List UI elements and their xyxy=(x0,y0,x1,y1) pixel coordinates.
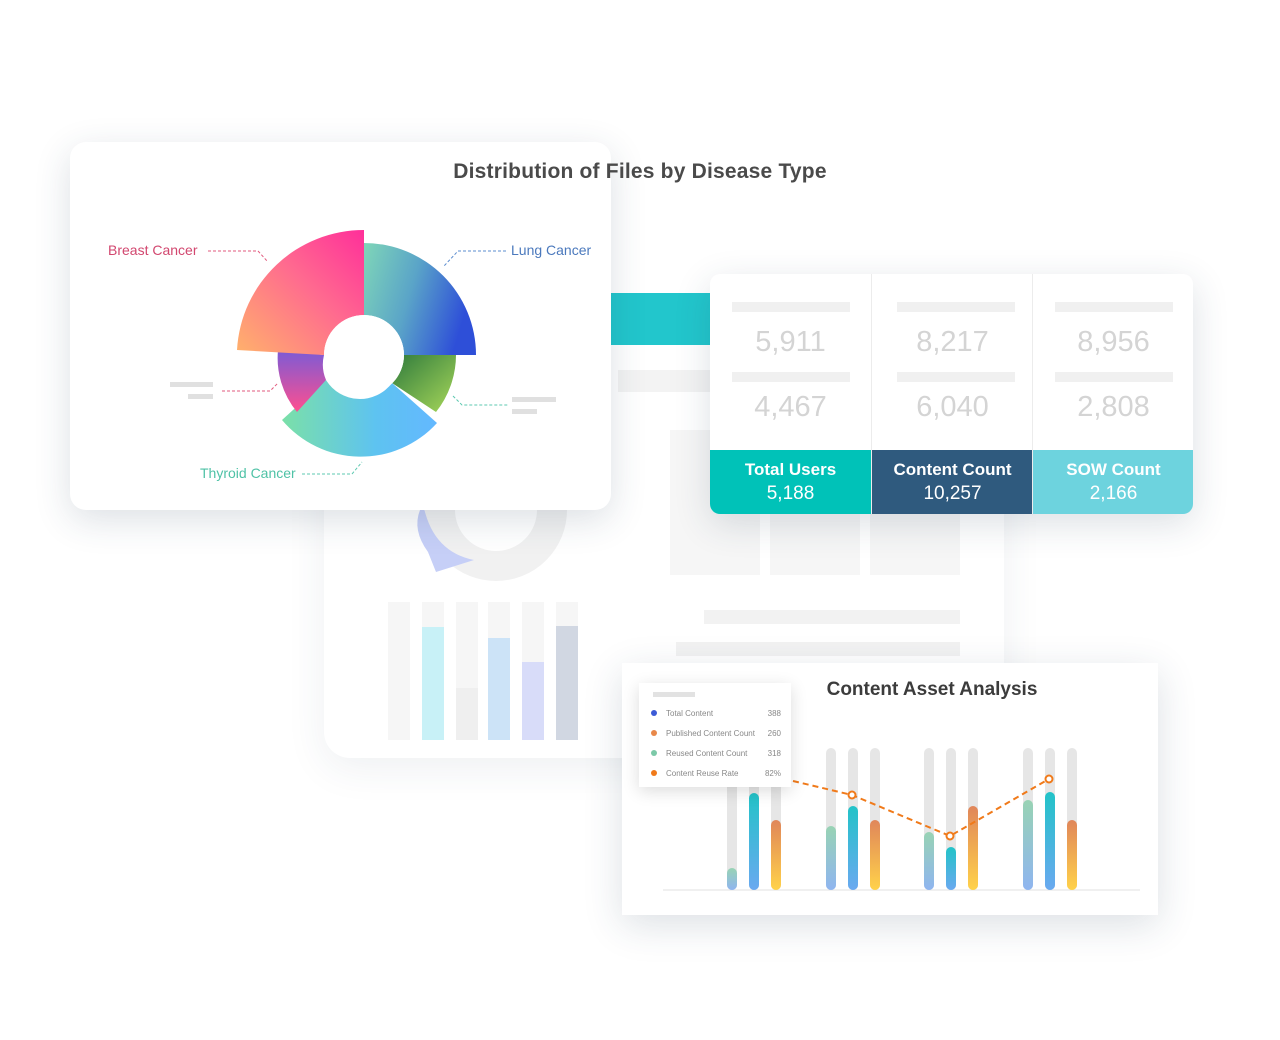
legend-name: Total Content xyxy=(666,709,714,718)
faint-number: 5,911 xyxy=(755,326,826,358)
dot-icon xyxy=(651,710,657,716)
placeholder-bar xyxy=(897,372,1015,382)
placeholder-line xyxy=(676,642,960,656)
green-leader-line xyxy=(452,395,508,406)
stat-footer-total-users: Total Users 5,188 xyxy=(710,450,871,514)
placeholder-bar xyxy=(732,302,850,312)
legend-value: 388 xyxy=(767,709,781,718)
placeholder-bar xyxy=(618,370,710,392)
dot-icon xyxy=(651,770,657,776)
bar-published xyxy=(870,820,880,890)
asset-card-title: Content Asset Analysis xyxy=(826,679,1038,700)
bar-total xyxy=(848,806,858,890)
placeholder-label-line xyxy=(188,394,213,399)
stat-label: Content Count xyxy=(893,460,1012,479)
donut-slice-thyroid xyxy=(282,380,437,457)
placeholder-line xyxy=(704,610,960,624)
legend-name: Reused Content Count xyxy=(666,749,748,758)
legend-name: Published Content Count xyxy=(666,729,755,738)
bar-published xyxy=(771,820,781,890)
reuse-rate-point xyxy=(847,790,857,800)
placeholder-bar xyxy=(522,662,544,740)
stat-footer-content-count: Content Count 10,257 xyxy=(872,450,1033,514)
donut-slice-green xyxy=(392,355,456,412)
placeholder-bar xyxy=(556,626,578,740)
placeholder-arrow xyxy=(417,508,474,572)
bar-reused xyxy=(727,868,737,890)
placeholder-label-line xyxy=(170,382,213,387)
placeholder-bar xyxy=(422,627,444,740)
dot-icon xyxy=(651,750,657,756)
faint-number: 8,956 xyxy=(1077,326,1150,358)
stat-column-total-users: 5,911 4,467 Total Users 5,188 xyxy=(710,274,871,514)
bar-published xyxy=(1067,820,1077,890)
donut-slice-lung xyxy=(364,243,476,355)
bar-reused xyxy=(1023,800,1033,890)
reuse-rate-line xyxy=(792,778,1050,838)
lung-leader-line xyxy=(443,250,506,267)
faint-number: 2,808 xyxy=(1077,391,1150,423)
placeholder-bar xyxy=(732,372,850,382)
stat-footer-sow-count: SOW Count 2,166 xyxy=(1033,450,1193,514)
stat-column-sow-count: 8,956 2,808 SOW Count 2,166 xyxy=(1032,274,1193,514)
legend-value: 260 xyxy=(767,729,781,738)
reuse-rate-point xyxy=(945,831,955,841)
placeholder-bar xyxy=(488,638,510,740)
placeholder-bar xyxy=(1055,372,1173,382)
bar-total xyxy=(749,793,759,890)
placeholder-label-line xyxy=(512,409,537,414)
placeholder-label-line xyxy=(512,397,556,402)
placeholder-bar xyxy=(897,302,1015,312)
legend-item-total-content: Total Content 388 xyxy=(651,707,783,721)
stats-summary-card: 5,911 4,467 Total Users 5,188 8,217 6,04… xyxy=(710,274,1193,514)
thyroid-leader-line xyxy=(302,461,363,475)
placeholder-label-line xyxy=(653,692,695,697)
chart-legend-tooltip: Total Content 388 Published Content Coun… xyxy=(639,683,791,787)
legend-name: Content Reuse Rate xyxy=(666,769,739,778)
legend-value: 82% xyxy=(764,769,781,778)
legend-item-reused-content: Reused Content Count 318 xyxy=(651,747,783,761)
stat-value: 5,188 xyxy=(766,483,815,504)
stat-value: 2,166 xyxy=(1089,483,1138,504)
bar-reused xyxy=(924,832,934,890)
stat-label: Total Users xyxy=(744,460,837,479)
reuse-rate-point xyxy=(1044,774,1054,784)
placeholder-bar xyxy=(1055,302,1173,312)
dot-icon xyxy=(651,730,657,736)
faint-number: 8,217 xyxy=(916,326,989,358)
legend-item-published-content: Published Content Count 260 xyxy=(651,727,783,741)
bar-total xyxy=(1045,792,1055,890)
accent-connector-bar xyxy=(600,293,715,345)
donut-slice-purple xyxy=(277,350,326,412)
stat-value: 10,257 xyxy=(923,483,982,504)
faint-number: 4,467 xyxy=(754,391,827,423)
donut-card-title: Distribution of Files by Disease Type xyxy=(453,160,827,183)
bar-reused xyxy=(826,826,836,890)
donut-slice-breast xyxy=(237,229,364,355)
faint-number: 6,040 xyxy=(916,391,989,423)
stat-column-content-count: 8,217 6,040 Content Count 10,257 xyxy=(871,274,1033,514)
bar-total xyxy=(946,847,956,890)
bar-published xyxy=(968,806,978,890)
legend-item-reuse-rate: Content Reuse Rate 82% xyxy=(651,767,783,781)
legend-value: 318 xyxy=(767,749,781,758)
label-breast-cancer: Breast Cancer xyxy=(108,242,198,258)
stat-label: SOW Count xyxy=(1066,460,1161,479)
label-thyroid-cancer: Thyroid Cancer xyxy=(200,465,296,481)
breast-leader-line xyxy=(208,250,269,263)
label-lung-cancer: Lung Cancer xyxy=(511,242,592,258)
purple-leader-line xyxy=(222,382,279,392)
